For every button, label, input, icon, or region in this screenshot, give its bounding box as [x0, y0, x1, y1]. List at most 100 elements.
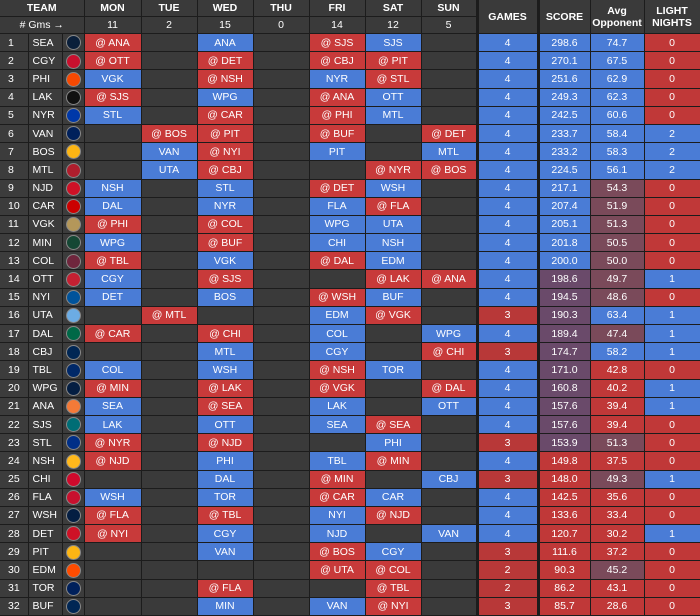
game-cell-sun: [421, 488, 479, 507]
light-nights-cell: 1: [644, 397, 700, 416]
light-nights-cell: 0: [644, 488, 700, 507]
rank-cell: 7: [0, 142, 29, 162]
senators-logo-icon: [65, 271, 81, 287]
games-cell: 3: [477, 433, 540, 453]
game-cell-mon: @ FLA: [84, 506, 142, 526]
games-header: GAMES: [477, 0, 540, 34]
day-header-thu: THU: [253, 0, 310, 17]
table-row: 32 BUF MIN VAN @ NYI 3 85.7 28.6 0: [0, 597, 700, 616]
table-row: 31 TOR @ FLA @ TBL 2 86.2 43.1 0: [0, 579, 700, 598]
avg-opponent-cell: 54.3: [590, 179, 645, 198]
team-abbr: PHI: [28, 69, 63, 89]
light-nights-cell: 0: [644, 451, 700, 471]
avg-opponent-cell: 50.5: [590, 233, 645, 253]
game-cell-sat: [365, 342, 422, 362]
games-cell: 4: [477, 288, 540, 307]
games-cell: 4: [477, 51, 540, 71]
table-row: 29 PIT VAN @ BOS CGY 3 111.6 37.2 0: [0, 542, 700, 562]
light-nights-cell: 1: [644, 524, 700, 544]
red-wings-logo-icon: [65, 526, 81, 542]
game-cell-mon: [84, 542, 142, 562]
game-cell-fri: CGY: [309, 342, 366, 362]
team-logo-cell: [62, 397, 85, 416]
table-row: 22 SJS LAK OTT SEA @ SEA 4 157.6 39.4 0: [0, 415, 700, 435]
light-nights-cell: 1: [644, 324, 700, 344]
game-cell-tue: [141, 542, 198, 562]
game-cell-thu: [253, 342, 310, 362]
bruins-logo-icon: [65, 144, 81, 160]
game-cell-mon: @ NJD: [84, 451, 142, 471]
score-cell: 160.8: [538, 379, 591, 398]
game-cell-tue: [141, 451, 198, 471]
games-cell: 4: [477, 88, 540, 107]
score-cell: 157.6: [538, 415, 591, 435]
game-cell-thu: [253, 197, 310, 216]
game-cell-fri: TBL: [309, 451, 366, 471]
game-cell-mon: COL: [84, 360, 142, 380]
game-cell-sun: [421, 451, 479, 471]
ducks-logo-icon: [65, 399, 81, 415]
game-cell-sat: WSH: [365, 179, 422, 198]
game-cell-thu: [253, 288, 310, 307]
game-cell-fri: @ UTA: [309, 560, 366, 580]
avalanche-logo-icon: [65, 253, 81, 269]
game-cell-wed: @ SEA: [197, 397, 254, 416]
game-cell-tue: [141, 415, 198, 435]
game-cell-fri: CHI: [309, 233, 366, 253]
game-cell-sat: @ LAK: [365, 269, 422, 289]
rank-cell: 28: [0, 524, 29, 544]
game-cell-thu: [253, 142, 310, 162]
light-nights-cell: 0: [644, 88, 700, 107]
game-cell-thu: [253, 488, 310, 507]
game-cell-mon: [84, 342, 142, 362]
game-cell-fri: @ NSH: [309, 360, 366, 380]
team-logo-cell: [62, 33, 85, 53]
game-cell-thu: [253, 597, 310, 616]
score-cell: 270.1: [538, 51, 591, 71]
team-logo-cell: [62, 88, 85, 107]
team-logo-cell: [62, 542, 85, 562]
team-logo-cell: [62, 470, 85, 489]
game-cell-fri: @ CBJ: [309, 51, 366, 71]
game-cell-tue: @ BOS: [141, 124, 198, 144]
score-cell: 148.0: [538, 470, 591, 489]
game-cell-fri: COL: [309, 324, 366, 344]
game-cell-tue: [141, 179, 198, 198]
team-logo-cell: [62, 433, 85, 453]
rank-cell: 32: [0, 597, 29, 616]
game-cell-mon: STL: [84, 106, 142, 125]
kraken-logo-icon: [65, 35, 81, 51]
game-cell-mon: @ ANA: [84, 33, 142, 53]
game-cell-mon: WSH: [84, 488, 142, 507]
game-cell-tue: UTA: [141, 160, 198, 180]
avg-header-line1: Avg: [607, 4, 627, 17]
table-row: 26 FLA WSH TOR @ CAR CAR 4 142.5 35.6 0: [0, 488, 700, 507]
light-nights-cell: 0: [644, 233, 700, 253]
game-cell-thu: [253, 251, 310, 271]
maple-leafs-logo-icon: [65, 580, 81, 596]
game-cell-wed: @ NYI: [197, 142, 254, 162]
game-cell-thu: [253, 324, 310, 344]
table-row: 11 VGK @ PHI @ COL WPG UTA 4 205.1 51.3 0: [0, 215, 700, 235]
game-cell-fri: EDM: [309, 306, 366, 326]
games-cell: 3: [477, 542, 540, 562]
games-cell: 4: [477, 142, 540, 162]
table-row: 3 PHI VGK @ NSH NYR @ STL 4 251.6 62.9 0: [0, 69, 700, 89]
game-cell-tue: VAN: [141, 142, 198, 162]
game-cell-fri: @ SJS: [309, 33, 366, 53]
team-logo-cell: [62, 524, 85, 544]
games-cell: 4: [477, 69, 540, 89]
light-nights-cell: 0: [644, 197, 700, 216]
rank-cell: 25: [0, 470, 29, 489]
game-cell-wed: @ NSH: [197, 69, 254, 89]
game-cell-fri: @ CAR: [309, 488, 366, 507]
team-logo-cell: [62, 597, 85, 616]
team-abbr: NYI: [28, 288, 63, 307]
game-cell-sun: @ ANA: [421, 269, 479, 289]
light-nights-cell: 1: [644, 306, 700, 326]
game-cell-mon: @ OTT: [84, 51, 142, 71]
game-cell-sun: [421, 251, 479, 271]
rank-cell: 8: [0, 160, 29, 180]
rank-cell: 12: [0, 233, 29, 253]
score-cell: 194.5: [538, 288, 591, 307]
